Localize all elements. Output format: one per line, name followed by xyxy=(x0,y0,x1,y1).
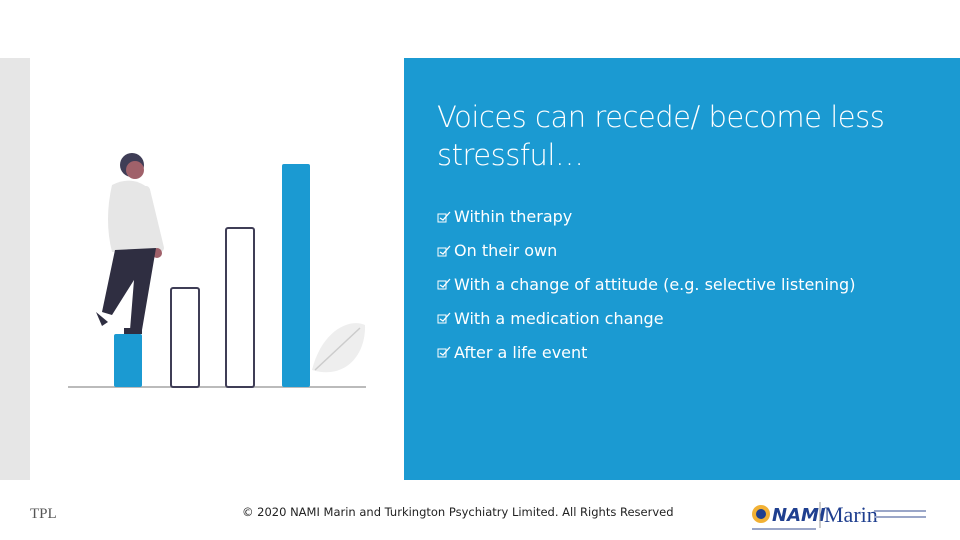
bullet-icon xyxy=(437,312,451,324)
bullet-icon xyxy=(437,279,451,290)
bullet-icon xyxy=(437,346,451,358)
footer-left: TPL xyxy=(30,506,57,522)
bullet-text: Within therapy xyxy=(454,207,573,227)
illustration xyxy=(68,153,366,388)
bullet-text: With a medication change xyxy=(454,308,664,328)
bullet-item: On their own xyxy=(437,234,855,268)
footer-copyright: © 2020 NAMI Marin and Turkington Psychia… xyxy=(242,505,674,519)
logo-place: Marin xyxy=(824,502,878,527)
slide-title: Voices can recede/ become less stressful… xyxy=(437,100,885,172)
content-panel xyxy=(404,58,960,480)
bullet-item: After a life event xyxy=(437,335,855,369)
bullet-text: On their own xyxy=(454,241,558,261)
bullet-list: Within therapy On their own With a change … xyxy=(437,200,855,369)
bullet-text: With a change of attitude (e.g. selectiv… xyxy=(454,274,856,294)
side-strip xyxy=(0,58,30,480)
logo: NAMI Marin xyxy=(752,502,926,530)
bullet-item: With a medication change xyxy=(437,301,855,335)
logo-brand: NAMI xyxy=(772,505,826,526)
bullet-item: Within therapy xyxy=(437,200,855,234)
bullet-item: With a change of attitude (e.g. selectiv… xyxy=(437,268,855,302)
bullet-text: After a life event xyxy=(454,342,588,362)
bullet-icon xyxy=(437,245,451,257)
bullet-icon xyxy=(437,211,451,223)
